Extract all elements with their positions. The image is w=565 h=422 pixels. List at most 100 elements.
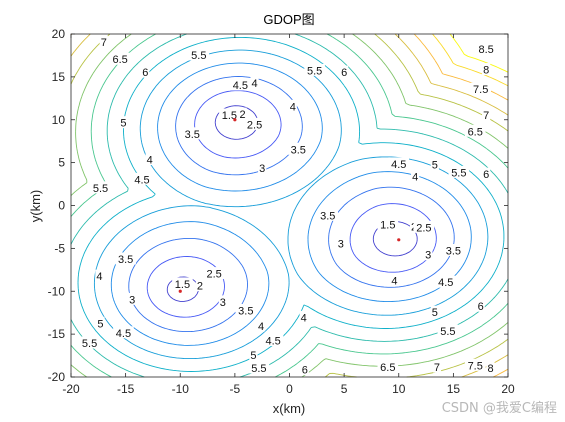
contour-label: 5.5 — [93, 183, 108, 195]
station-marker — [397, 238, 401, 242]
station-marker — [178, 289, 182, 293]
contour-label-bg — [486, 361, 495, 374]
contour-label: 6 — [478, 301, 484, 313]
contour-label-bg — [141, 65, 150, 78]
contour-label: 5 — [120, 118, 126, 130]
contour-label-bg — [128, 292, 137, 305]
contour-label: 2 — [197, 281, 203, 293]
contour-label: 3 — [338, 239, 344, 251]
contour-label: 3.5 — [291, 144, 306, 156]
contour-label: 5 — [97, 318, 103, 330]
contour-label: 6.5 — [113, 54, 128, 66]
chart-title: GDOP图 — [263, 12, 314, 27]
contour-label-bg — [115, 252, 136, 265]
contour-label: 4.5 — [116, 328, 131, 340]
y-axis-label: y(km) — [28, 190, 43, 223]
contour-label-bg — [377, 360, 399, 373]
contour-label-bg — [340, 65, 349, 78]
contour-label-bg — [230, 78, 251, 91]
contour-label-bg — [99, 35, 108, 48]
contour-label-bg — [238, 107, 247, 120]
contour-label-bg — [482, 108, 491, 121]
y-tick-label: -15 — [48, 327, 66, 341]
contour-label-bg — [435, 275, 457, 288]
y-tick-label: 20 — [52, 27, 66, 41]
contour-label-bg — [258, 161, 267, 174]
contour-label: 3 — [220, 297, 226, 309]
x-tick-label: -20 — [62, 382, 80, 396]
contour-line — [93, 49, 489, 360]
station-markers — [178, 118, 401, 293]
contour-label-bg — [475, 42, 497, 55]
contour-label: 8.5 — [479, 44, 494, 56]
x-tick-label: 15 — [447, 382, 461, 396]
contour-label-bg — [300, 363, 309, 376]
x-tick-label: -5 — [230, 382, 241, 396]
contour-label: 5.5 — [191, 50, 206, 62]
contour-label: 3 — [129, 294, 135, 306]
contour-label-bg — [476, 299, 485, 312]
contour-label-bg — [377, 218, 399, 231]
contour-label: 5 — [432, 160, 438, 172]
contour-label-bg — [390, 273, 399, 286]
contour-label-bg — [432, 360, 442, 373]
contour-label: 4.5 — [438, 277, 453, 289]
contour-label: 4 — [96, 271, 102, 283]
contour-label: 3.5 — [320, 210, 335, 222]
contour-label: 2.5 — [247, 119, 262, 131]
contour-label-bg — [249, 348, 258, 361]
y-tick-label: 10 — [52, 113, 66, 127]
contour-label-bg — [181, 127, 203, 140]
contour-label-bg — [113, 326, 134, 339]
contour-label-bg — [248, 361, 270, 374]
contour-label-bg — [172, 277, 193, 290]
contour-label-bg — [203, 267, 225, 280]
contour-label-bg — [482, 167, 491, 180]
contour-label-bg — [413, 220, 435, 233]
contour-label: 7 — [101, 37, 107, 49]
contour-label: 4 — [290, 101, 296, 113]
x-tick-label: -15 — [117, 382, 135, 396]
contour-label: 5.5 — [251, 363, 266, 375]
contour-label: 4.5 — [233, 80, 248, 92]
contour-label-bg — [482, 63, 491, 76]
contour-label: 4 — [301, 312, 307, 324]
contour-label-bg — [244, 117, 265, 130]
y-tick-label: -20 — [48, 370, 66, 384]
contour-label-bg — [219, 108, 240, 121]
contour-label-bg — [250, 76, 259, 89]
x-tick-label: 10 — [392, 382, 406, 396]
y-tick-label: -10 — [48, 284, 66, 298]
contour-label: 4 — [391, 275, 397, 287]
contour-label: 5.5 — [307, 65, 322, 77]
contour-label-bg — [437, 324, 459, 337]
contour-label-bg — [424, 248, 433, 261]
contour-label: 1.5 — [222, 110, 237, 122]
contour-label: 7 — [483, 110, 489, 122]
contour-label-bg — [79, 336, 100, 349]
contour-label: 5.5 — [440, 326, 455, 338]
contour-label-bg — [388, 157, 410, 170]
contour-label-bg — [195, 279, 205, 292]
contour-label-bg — [443, 243, 464, 256]
contour-label-bg — [95, 269, 104, 282]
contour-label: 2.5 — [206, 269, 221, 281]
x-axis-label: x(km) — [273, 401, 306, 416]
contour-label: 6 — [341, 67, 347, 79]
contour-label: 5.5 — [82, 338, 97, 350]
contour-label: 7.5 — [473, 84, 488, 96]
x-axis-ticks: -20 -15 -10 -5 0 5 10 15 20 — [62, 34, 515, 396]
contour-label: 4.5 — [265, 335, 280, 347]
contour-label-bg — [470, 82, 491, 95]
contour-label-bg — [430, 158, 439, 171]
contour-line — [77, 36, 505, 372]
x-tick-label: 5 — [341, 382, 348, 396]
contour-label: 3 — [259, 163, 265, 175]
contour-label: 5.5 — [451, 167, 466, 179]
x-tick-label: 20 — [501, 382, 515, 396]
contour-label: 4 — [258, 321, 264, 333]
contour-label: 5 — [432, 307, 438, 319]
contour-label-bg — [288, 99, 297, 112]
contour-label: 5 — [250, 350, 256, 362]
